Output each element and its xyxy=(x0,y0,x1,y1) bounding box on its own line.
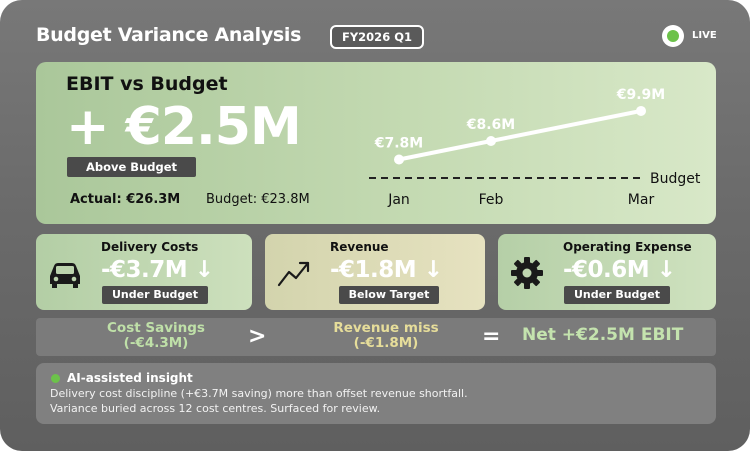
insight-text-line: Variance buried across 12 cost centres. … xyxy=(50,402,381,415)
variance-equation: Cost Savings (-€4.3M) > Revenue miss (-€… xyxy=(36,318,716,356)
kpi-status-badge: Below Target xyxy=(339,286,439,304)
kpi-card-delivery-costs[interactable]: Delivery Costs -€3.7M ↓ Under Budget xyxy=(36,234,252,310)
kpi-card-operating-expense[interactable]: Operating Expense -€0.6M ↓ Under Budget xyxy=(498,234,716,310)
net-ebit-result: Net +€2.5M EBIT xyxy=(522,325,684,345)
gear-icon xyxy=(511,257,543,289)
budget-reference-label: Budget xyxy=(650,171,701,187)
insight-title: AI-assisted insight xyxy=(67,371,193,385)
live-indicator-icon xyxy=(662,25,684,47)
kpi-title: Revenue xyxy=(330,240,389,254)
kpi-card-revenue[interactable]: Revenue -€1.8M ↓ Below Target xyxy=(265,234,485,310)
kpi-status-badge: Under Budget xyxy=(564,286,670,304)
page-title: Budget Variance Analysis xyxy=(36,24,302,46)
trend-line xyxy=(397,108,643,162)
period-badge[interactable]: FY2026 Q1 xyxy=(330,25,424,49)
cost-savings-value: (-€4.3M) xyxy=(123,335,189,351)
x-tick-label: Feb xyxy=(479,192,504,208)
data-label: €7.8M xyxy=(374,136,423,152)
ebit-trend-chart: Budget €7.8M €8.6M €9.9M Jan Feb Mar xyxy=(369,87,701,208)
data-label: €8.6M xyxy=(466,117,515,133)
actual-value: Actual: €26.3M xyxy=(70,192,181,207)
x-tick-label: Jan xyxy=(387,192,410,208)
kpi-title: Delivery Costs xyxy=(101,240,199,254)
cost-savings-term: Cost Savings (-€4.3M) xyxy=(96,321,216,351)
kpi-value: -€0.6M ↓ xyxy=(563,257,676,283)
kpi-value: -€3.7M ↓ xyxy=(101,257,214,283)
x-tick-label: Mar xyxy=(628,192,655,208)
data-point xyxy=(486,136,496,146)
data-point xyxy=(636,105,646,116)
car-icon xyxy=(50,263,80,288)
kpi-value: -€1.8M ↓ xyxy=(330,257,443,283)
revenue-miss-label: Revenue miss xyxy=(333,320,439,336)
budget-value: Budget: €23.8M xyxy=(206,192,310,207)
insight-status-icon xyxy=(51,374,60,383)
kpi-status-badge: Under Budget xyxy=(102,286,208,304)
data-point xyxy=(394,154,404,165)
live-label: LIVE xyxy=(692,30,717,41)
cost-savings-label: Cost Savings xyxy=(107,320,205,336)
revenue-miss-value: (-€1.8M) xyxy=(353,335,419,351)
trend-up-icon xyxy=(277,261,310,287)
ai-insight-panel: AI-assisted insight Delivery cost discip… xyxy=(36,363,716,424)
insight-text-line: Delivery cost discipline (+€3.7M saving)… xyxy=(50,387,468,400)
greater-than-operator: > xyxy=(248,324,267,349)
ebit-hero-panel: EBIT vs Budget + €2.5M Above Budget Actu… xyxy=(36,62,716,224)
kpi-title: Operating Expense xyxy=(563,240,692,254)
data-label: €9.9M xyxy=(616,87,665,103)
status-badge: Above Budget xyxy=(67,157,196,177)
equals-operator: = xyxy=(482,324,501,349)
hero-label: EBIT vs Budget xyxy=(66,73,228,95)
revenue-miss-term: Revenue miss (-€1.8M) xyxy=(316,321,456,351)
hero-value: + €2.5M xyxy=(66,97,302,157)
